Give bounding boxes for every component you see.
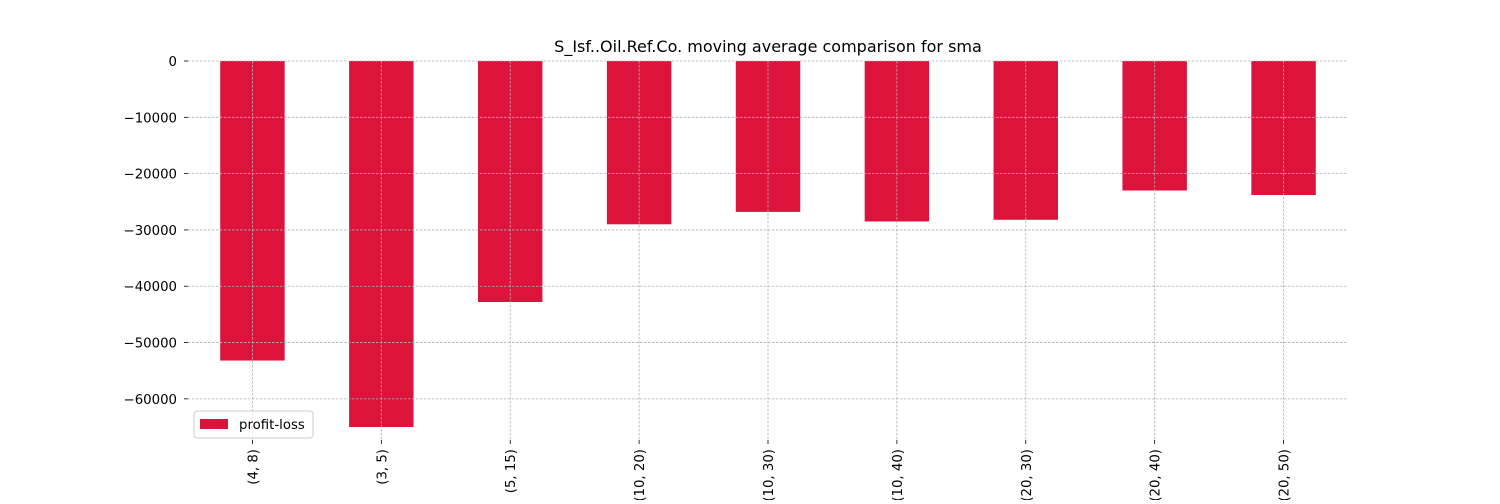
x-tick-label: (20, 30) [1020, 449, 1035, 500]
x-tick-label: (10, 30) [762, 449, 777, 500]
legend-label-profit-loss: profit-loss [239, 418, 305, 433]
y-tick-label: −40000 [124, 280, 177, 295]
y-tick-label: −20000 [124, 168, 177, 183]
x-tick-label: (20, 50) [1278, 449, 1293, 500]
y-tick-label: 0 [169, 55, 177, 70]
y-tick-label: −30000 [124, 224, 177, 239]
legend-swatch [200, 419, 228, 429]
bar [993, 61, 1058, 220]
legend-frame [193, 410, 314, 439]
bar [349, 61, 414, 427]
bars [220, 61, 1316, 427]
legend: profit-loss [193, 410, 314, 439]
y-tick-label: −60000 [124, 393, 177, 408]
x-tick-label: (10, 40) [891, 449, 906, 500]
x-tick-label: (5, 15) [504, 449, 519, 493]
x-axis: (4, 8) (3, 5) (5, 15) (10, 20) (10, 30) (10, … [246, 440, 1293, 502]
x-tick-label: (3, 5) [375, 449, 390, 485]
y-axis: 0 −10000 −20000 −30000 −40000 −50000 −60000 [124, 55, 188, 408]
x-tick-label: (10, 20) [633, 449, 648, 500]
chart-title: S_Isf..Oil.Ref.Co. moving average compar… [554, 37, 982, 57]
grid [188, 60, 1348, 440]
y-tick-label: −50000 [124, 337, 177, 352]
x-tick-label: (4, 8) [246, 449, 261, 485]
x-tick-label: (20, 40) [1149, 449, 1164, 500]
y-tick-label: −10000 [124, 111, 177, 126]
